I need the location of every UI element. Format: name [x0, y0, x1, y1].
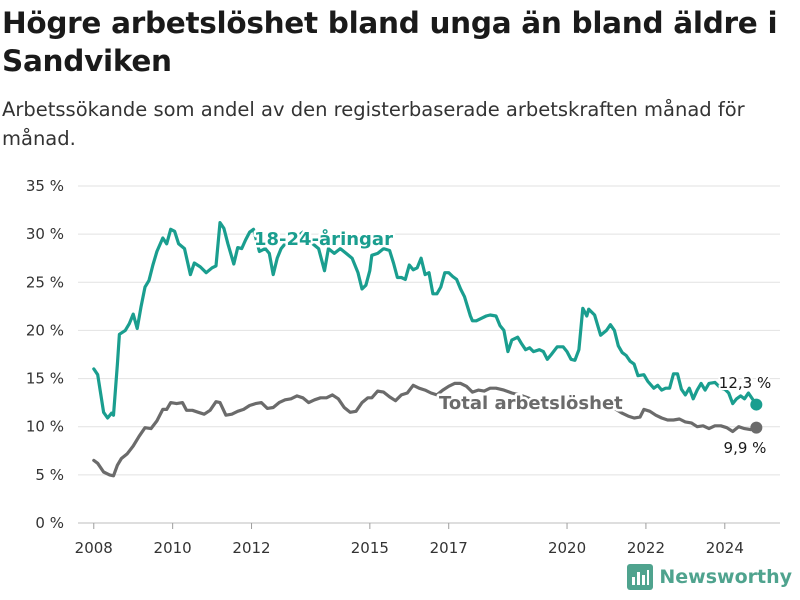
x-tick-label: 2024	[706, 539, 744, 557]
y-tick-label: 0 %	[35, 514, 64, 532]
y-tick-label: 25 %	[26, 273, 64, 291]
end-point-total	[750, 421, 763, 434]
x-tick-label: 2015	[351, 539, 389, 557]
brand-logo: Newsworthy	[627, 564, 792, 590]
y-tick-label: 10 %	[26, 418, 64, 436]
x-tick-label: 2017	[430, 539, 468, 557]
series-line-18-24	[92, 221, 758, 420]
x-tick-label: 2022	[627, 539, 665, 557]
series-label-18-24: 18-24-åringar	[254, 228, 393, 250]
x-tick-label: 2012	[232, 539, 270, 557]
y-tick-label: 20 %	[26, 321, 64, 339]
series-label-total: Total arbetslöshet	[439, 393, 623, 414]
bar-chart-icon	[627, 564, 654, 590]
end-point-18-24	[750, 398, 763, 411]
y-tick-label: 35 %	[26, 177, 64, 195]
x-tick-label: 2008	[75, 539, 113, 557]
brand-name: Newsworthy	[659, 566, 792, 588]
x-tick-label: 2020	[548, 539, 586, 557]
series-line-total	[92, 381, 758, 478]
y-tick-label: 15 %	[26, 370, 64, 388]
x-tick-label: 2010	[154, 539, 192, 557]
end-label-total: 9,9 %	[724, 439, 767, 457]
y-tick-label: 5 %	[35, 466, 64, 484]
y-tick-label: 30 %	[26, 225, 64, 243]
chart-subtitle: Arbetssökande som andel av den registerb…	[2, 98, 745, 150]
end-label-18-24: 12,3 %	[719, 374, 771, 392]
chart-title: Högre arbetslöshet bland unga än bland ä…	[2, 6, 778, 78]
